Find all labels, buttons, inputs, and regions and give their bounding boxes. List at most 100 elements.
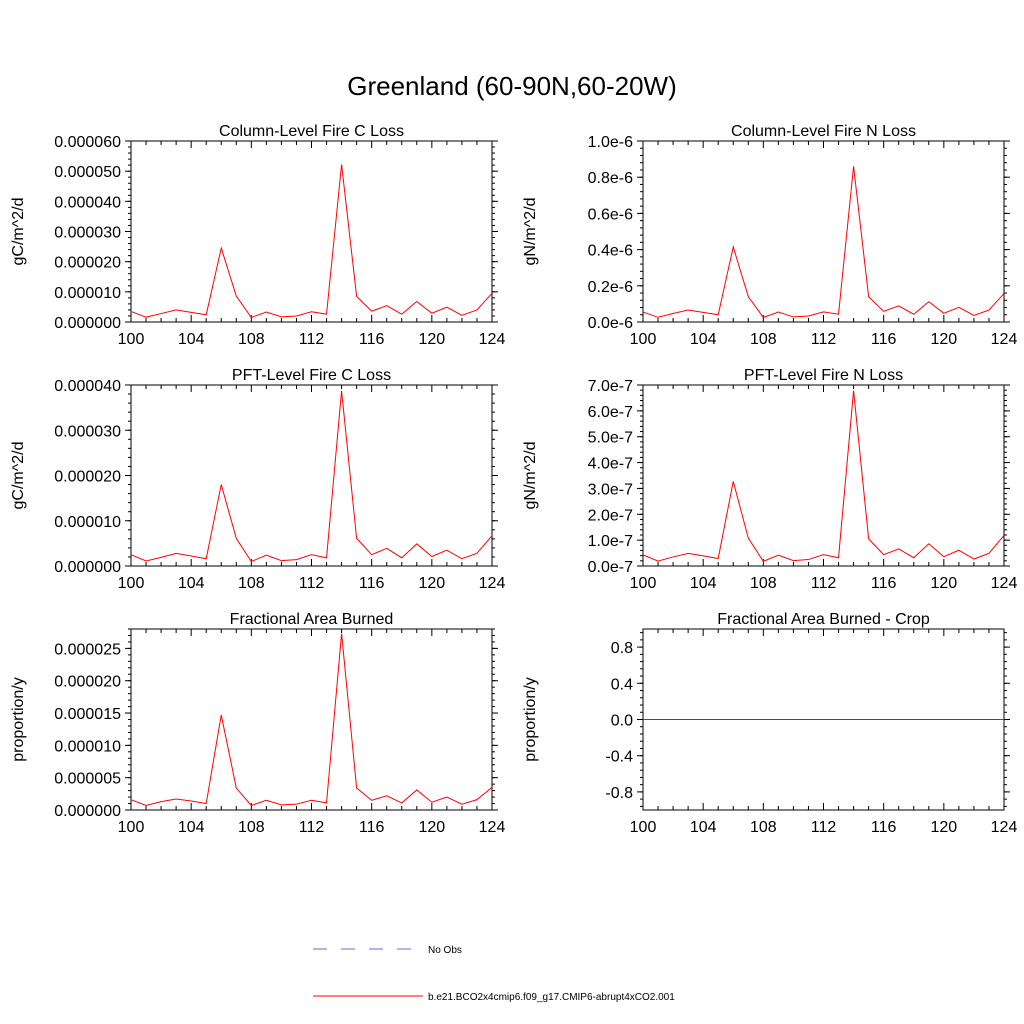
x-tick-label: 108 [238,575,265,592]
y-tick-label: 0.000025 [54,641,121,658]
x-tick-label: 116 [871,331,897,348]
y-tick-label: 6.0e-7 [588,404,633,421]
x-tick-label: 108 [750,575,777,592]
series-line [130,633,493,807]
y-axis-label: gC/m^2/d [10,442,27,510]
y-tick-label: -0.8 [605,785,633,802]
y-tick-label: 0.000020 [54,255,121,272]
x-tick-label: 116 [871,575,897,592]
y-tick-label: 0.2e-6 [588,279,633,296]
x-tick-label: 100 [630,819,657,836]
legend: No Obs b.e21.BCO2x4cmip6.f09_g17.CMIP6-a… [313,945,675,1003]
y-tick-label: 0.000010 [54,738,121,755]
y-tick-label: 0.8e-6 [588,170,633,187]
y-tick-label: 0.000000 [54,559,121,576]
y-tick-label: 5.0e-7 [588,430,633,447]
chart-title: Fractional Area Burned [230,611,394,628]
x-tick-label: 108 [238,331,265,348]
x-tick-label: 120 [930,331,957,348]
x-tick-label: 112 [811,575,837,592]
x-tick-label: 104 [178,331,205,348]
page-title: Greenland (60-90N,60-20W) [347,71,677,101]
y-tick-label: 0.0e-7 [588,559,633,576]
x-tick-label: 120 [418,575,445,592]
series-line [642,390,1005,562]
y-tick-label: 2.0e-7 [588,507,633,524]
x-tick-label: 120 [930,819,957,836]
y-tick-label: 0.000000 [54,315,121,332]
y-tick-label: 0.000040 [54,194,121,211]
chart-title: PFT-Level Fire N Loss [744,367,903,384]
chart-title: PFT-Level Fire C Loss [232,367,391,384]
y-tick-label: 3.0e-7 [588,481,633,498]
y-axis-label: gC/m^2/d [10,198,27,266]
y-tick-label: 0.0 [611,713,633,730]
x-tick-label: 108 [750,331,777,348]
x-tick-label: 120 [418,331,445,348]
y-tick-label: 0.000060 [54,134,121,151]
chart-panel: Column-Level Fire C Loss gC/m^2/d 100 104 10… [10,123,505,348]
x-tick-label: 116 [359,331,385,348]
y-tick-label: -0.4 [605,749,633,766]
chart-panel: PFT-Level Fire C Loss gC/m^2/d 100 104 108 11… [10,367,505,592]
y-tick-label: 0.000005 [54,771,121,788]
y-tick-label: 0.000010 [54,285,121,302]
x-tick-label: 124 [991,575,1018,592]
x-tick-label: 124 [479,331,506,348]
y-tick-label: 0.000015 [54,706,121,723]
chart-panel: Column-Level Fire N Loss gN/m^2/d 100 104 10… [522,123,1017,348]
chart-title: Column-Level Fire C Loss [219,123,404,140]
y-tick-label: 0.000040 [54,378,121,395]
x-tick-label: 104 [178,575,205,592]
y-tick-label: 1.0e-7 [588,533,633,550]
chart-panel: Fractional Area Burned proportion/y 100 104… [10,611,505,836]
x-tick-label: 108 [750,819,777,836]
x-tick-label: 116 [359,575,385,592]
x-tick-label: 100 [630,575,657,592]
y-tick-label: 0.000030 [54,225,121,242]
y-tick-label: 0.000000 [54,803,121,820]
chart-title: Fractional Area Burned - Crop [717,611,930,628]
x-tick-label: 124 [479,575,506,592]
series-line [130,390,493,563]
x-tick-label: 100 [118,575,145,592]
y-tick-label: 0.000010 [54,514,121,531]
y-tick-label: 0.000050 [54,164,121,181]
legend-label-model: b.e21.BCO2x4cmip6.f09_g17.CMIP6-abrupt4x… [428,992,675,1003]
y-tick-label: 7.0e-7 [588,378,633,395]
series-line [130,164,493,319]
chart-panels: Column-Level Fire C Loss gC/m^2/d 100 104 10… [10,123,1017,836]
y-tick-label: 0.4e-6 [588,243,633,260]
y-axis-label: proportion/y [522,677,539,762]
chart-panel: Fractional Area Burned - Crop proportion/… [522,611,1017,836]
series-line [642,166,1005,319]
y-tick-label: 0.8 [611,640,633,657]
x-tick-label: 104 [690,575,717,592]
y-axis-label: gN/m^2/d [522,442,539,510]
x-tick-label: 100 [118,819,145,836]
x-tick-label: 120 [418,819,445,836]
y-tick-label: 0.000030 [54,423,121,440]
y-tick-label: 1.0e-6 [588,134,633,151]
x-tick-label: 112 [299,819,325,836]
x-tick-label: 100 [630,331,657,348]
y-tick-label: 0.4 [611,676,633,693]
y-axis-label: proportion/y [10,677,27,762]
x-tick-label: 124 [991,331,1018,348]
legend-label-no-obs: No Obs [428,945,462,956]
y-tick-label: 4.0e-7 [588,456,633,473]
x-tick-label: 100 [118,331,145,348]
x-tick-label: 104 [690,819,717,836]
y-axis-label: gN/m^2/d [522,198,539,266]
chart-title: Column-Level Fire N Loss [731,123,916,140]
y-tick-label: 0.0e-6 [588,315,633,332]
y-tick-label: 0.6e-6 [588,206,633,223]
x-tick-label: 112 [299,331,325,348]
x-tick-label: 124 [991,819,1018,836]
x-tick-label: 124 [479,819,506,836]
x-tick-label: 116 [871,819,897,836]
x-tick-label: 112 [299,575,325,592]
x-tick-label: 112 [811,331,837,348]
